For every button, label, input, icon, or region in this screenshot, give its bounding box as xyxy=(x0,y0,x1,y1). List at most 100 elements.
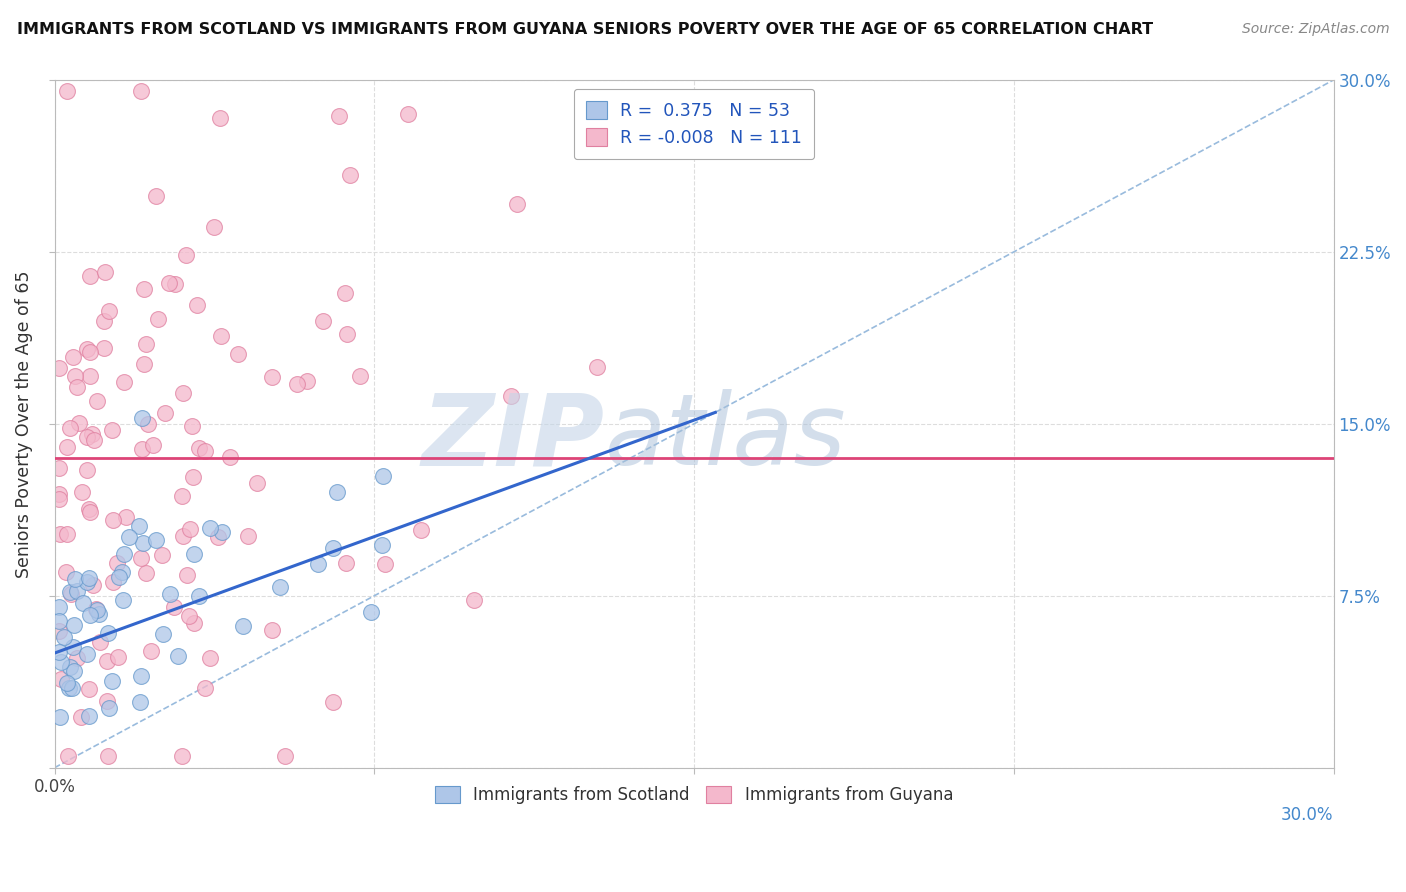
Point xyxy=(101,513,124,527)
Point xyxy=(150,548,173,562)
Point xyxy=(66,380,89,394)
Point xyxy=(65,572,87,586)
Point xyxy=(176,568,198,582)
Point xyxy=(96,654,118,668)
Point xyxy=(94,264,117,278)
Point xyxy=(83,433,105,447)
Point xyxy=(211,524,233,539)
Text: 30.0%: 30.0% xyxy=(1281,805,1333,823)
Point xyxy=(586,359,609,374)
Point xyxy=(79,268,101,283)
Point xyxy=(187,589,209,603)
Point xyxy=(112,547,135,561)
Point xyxy=(132,536,155,550)
Point xyxy=(79,368,101,383)
Point xyxy=(322,695,344,709)
Point xyxy=(180,419,202,434)
Point xyxy=(128,519,150,533)
Point xyxy=(396,107,419,121)
Point xyxy=(307,558,329,572)
Point xyxy=(87,607,110,621)
Point xyxy=(186,298,208,312)
Point xyxy=(183,547,205,561)
Point xyxy=(328,109,350,123)
Point xyxy=(236,529,259,543)
Point xyxy=(59,587,82,601)
Point xyxy=(463,593,485,607)
Point xyxy=(86,602,108,616)
Point xyxy=(49,710,72,724)
Point xyxy=(262,623,284,637)
Point xyxy=(96,694,118,708)
Point xyxy=(335,285,357,300)
Point xyxy=(112,592,135,607)
Point xyxy=(132,282,155,296)
Point xyxy=(84,601,107,615)
Point xyxy=(336,326,359,341)
Point xyxy=(77,501,100,516)
Point xyxy=(131,442,153,456)
Point xyxy=(59,660,82,674)
Text: ZIP: ZIP xyxy=(422,389,605,486)
Point xyxy=(62,350,84,364)
Point xyxy=(100,674,122,689)
Point xyxy=(76,463,98,477)
Point xyxy=(89,634,111,648)
Point xyxy=(107,649,129,664)
Point xyxy=(48,624,70,639)
Point xyxy=(82,578,104,592)
Point xyxy=(51,673,73,687)
Point xyxy=(101,575,124,590)
Point xyxy=(114,510,136,524)
Point xyxy=(48,599,70,614)
Point xyxy=(202,219,225,234)
Point xyxy=(153,406,176,420)
Point xyxy=(172,529,194,543)
Point xyxy=(76,342,98,356)
Point xyxy=(246,475,269,490)
Point xyxy=(295,374,318,388)
Point xyxy=(76,430,98,444)
Legend: Immigrants from Scotland, Immigrants from Guyana: Immigrants from Scotland, Immigrants fro… xyxy=(429,780,960,811)
Point xyxy=(360,606,382,620)
Point xyxy=(145,533,167,547)
Point xyxy=(163,599,186,614)
Point xyxy=(179,522,201,536)
Point xyxy=(172,749,194,764)
Point xyxy=(118,530,141,544)
Point xyxy=(63,368,86,383)
Point xyxy=(129,695,152,709)
Point xyxy=(129,85,152,99)
Point xyxy=(76,647,98,661)
Point xyxy=(177,608,200,623)
Point xyxy=(62,640,84,654)
Point xyxy=(72,484,94,499)
Point xyxy=(49,655,72,669)
Point xyxy=(371,538,394,552)
Point xyxy=(112,376,135,390)
Point xyxy=(274,749,297,764)
Point xyxy=(135,336,157,351)
Point xyxy=(131,410,153,425)
Point xyxy=(66,651,89,665)
Point xyxy=(139,644,162,658)
Point xyxy=(326,485,349,500)
Point xyxy=(159,586,181,600)
Point xyxy=(53,630,76,644)
Point xyxy=(67,417,90,431)
Point xyxy=(101,424,124,438)
Point xyxy=(48,361,70,376)
Point xyxy=(58,749,80,764)
Point xyxy=(374,558,396,572)
Point xyxy=(60,681,83,696)
Point xyxy=(145,189,167,203)
Point xyxy=(142,438,165,452)
Point xyxy=(146,312,169,326)
Point xyxy=(339,168,361,182)
Point xyxy=(58,681,80,695)
Point xyxy=(163,277,186,292)
Y-axis label: Seniors Poverty Over the Age of 65: Seniors Poverty Over the Age of 65 xyxy=(15,270,32,578)
Point xyxy=(48,491,70,506)
Point xyxy=(62,664,84,678)
Point xyxy=(232,619,254,633)
